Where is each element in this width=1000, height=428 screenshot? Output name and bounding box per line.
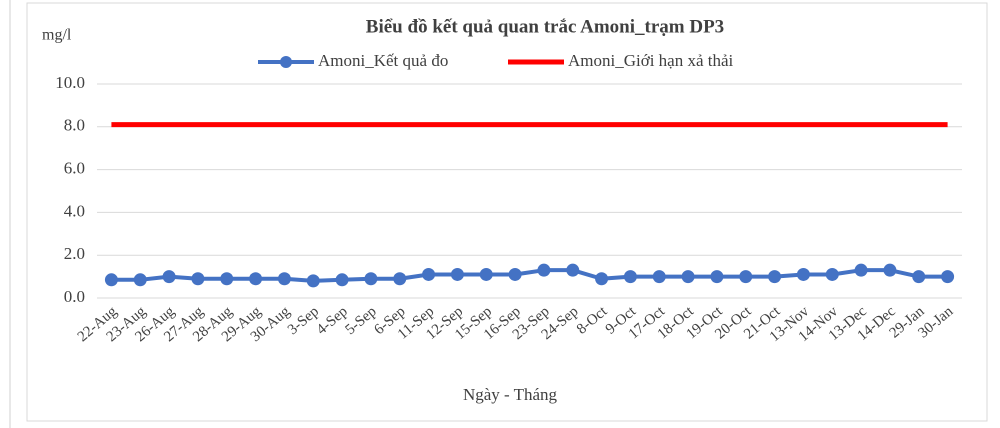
series-marker xyxy=(220,272,234,286)
y-tick-label: 10.0 xyxy=(55,73,85,92)
y-axis-label: mg/l xyxy=(42,27,72,44)
series-marker xyxy=(537,263,551,277)
legend-label: Amoni_Kết quả đo xyxy=(318,51,448,70)
series-marker xyxy=(883,263,897,277)
chart-frame xyxy=(26,2,988,422)
series-marker xyxy=(652,270,666,284)
y-tick-label: 2.0 xyxy=(64,244,85,263)
series-marker xyxy=(191,272,205,286)
series-marker xyxy=(277,272,291,286)
series-marker xyxy=(595,272,609,286)
y-tick-label: 8.0 xyxy=(64,116,85,135)
series-marker xyxy=(739,270,753,284)
y-tick-label: 0.0 xyxy=(64,287,85,306)
series-marker xyxy=(566,263,580,277)
legend-label: Amoni_Giới hạn xả thải xyxy=(568,51,734,70)
series-marker xyxy=(508,267,522,281)
series-marker xyxy=(681,270,695,284)
series-marker xyxy=(306,274,320,288)
series-marker xyxy=(162,270,176,284)
series-marker xyxy=(623,270,637,284)
series-marker xyxy=(854,263,868,277)
series-marker xyxy=(912,270,926,284)
series-marker xyxy=(796,267,810,281)
series-marker xyxy=(710,270,724,284)
series-marker xyxy=(249,272,263,286)
chart-title: Biểu đồ kết quả quan trắc Amoni_trạm DP3 xyxy=(366,16,724,37)
series-marker xyxy=(941,270,955,284)
series-marker xyxy=(133,273,147,287)
y-tick-label: 4.0 xyxy=(64,201,85,220)
legend-marker xyxy=(280,56,292,68)
series-marker xyxy=(479,267,493,281)
series-marker xyxy=(768,270,782,284)
series-marker xyxy=(335,273,349,287)
series-marker xyxy=(825,267,839,281)
series-marker xyxy=(393,272,407,286)
series-marker xyxy=(422,267,436,281)
series-marker xyxy=(104,273,118,287)
series-marker xyxy=(450,267,464,281)
x-axis-label: Ngày - Tháng xyxy=(463,385,558,404)
y-tick-label: 6.0 xyxy=(64,159,85,178)
series-marker xyxy=(364,272,378,286)
